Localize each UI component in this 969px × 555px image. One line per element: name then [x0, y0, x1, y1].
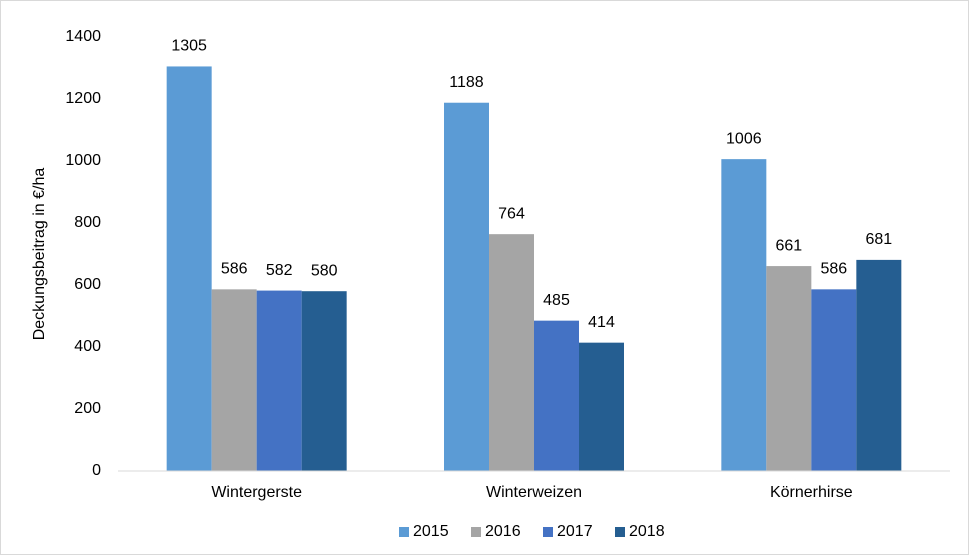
bar — [766, 266, 812, 471]
data-label: 582 — [266, 262, 293, 279]
data-label: 1006 — [726, 130, 762, 147]
data-label: 586 — [221, 261, 248, 278]
y-tick-label: 1400 — [65, 28, 101, 45]
y-tick-label: 400 — [74, 338, 101, 355]
bar — [166, 66, 212, 471]
bar — [256, 290, 302, 471]
x-tick-label: Wintergerste — [211, 484, 302, 501]
legend-label: 2016 — [485, 523, 521, 540]
bar — [301, 291, 347, 471]
y-tick-label: 200 — [74, 400, 101, 417]
y-tick-label: 1200 — [65, 90, 101, 107]
legend-swatch — [399, 527, 409, 537]
bar — [811, 289, 857, 471]
bar — [856, 259, 902, 471]
x-tick-label: Körnerhirse — [770, 484, 853, 501]
data-label: 1305 — [171, 38, 207, 55]
data-label: 586 — [820, 261, 847, 278]
x-tick-label: Winterweizen — [486, 484, 582, 501]
bar — [489, 234, 534, 471]
data-label: 1188 — [449, 74, 484, 91]
y-axis-label: Deckungsbeitrag in €/ha — [31, 168, 48, 341]
y-tick-label: 600 — [74, 276, 101, 293]
legend-label: 2017 — [557, 523, 593, 540]
legend-swatch — [543, 527, 553, 537]
bar — [211, 289, 257, 471]
bar — [444, 102, 489, 471]
legend-swatch — [471, 527, 481, 537]
bar — [534, 320, 579, 471]
data-label: 580 — [311, 262, 338, 279]
y-tick-label: 800 — [74, 214, 101, 231]
data-label: 661 — [775, 237, 802, 254]
data-label: 414 — [588, 314, 615, 331]
legend-swatch — [615, 527, 625, 537]
bar — [579, 342, 624, 471]
bar — [721, 159, 767, 471]
data-label: 764 — [498, 205, 525, 222]
data-label: 681 — [865, 231, 892, 248]
data-label: 485 — [543, 292, 570, 309]
y-tick-label: 0 — [92, 462, 101, 479]
legend-label: 2018 — [629, 523, 665, 540]
y-tick-label: 1000 — [65, 152, 101, 169]
legend-label: 2015 — [413, 523, 449, 540]
